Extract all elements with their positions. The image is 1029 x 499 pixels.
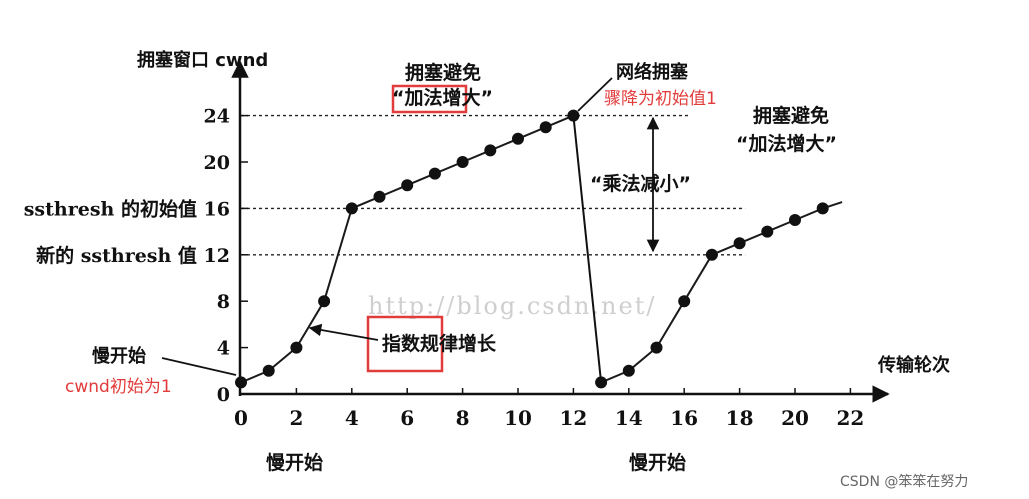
- credit-text: CSDN @笨笨在努力: [840, 474, 968, 490]
- data-point-round-17: [705, 248, 718, 261]
- exponential-arrow: [308, 323, 379, 341]
- slow-start-left-pointer: [161, 357, 237, 376]
- x-tick-label-12: 12: [559, 406, 587, 430]
- data-point-round-4: [345, 202, 358, 215]
- data-point-round-18: [733, 237, 746, 250]
- data-point-round-16: [678, 295, 691, 308]
- multiplicative-decrease-label: “乘法减小”: [590, 172, 691, 195]
- drop-to-initial-label: 骤降为初始值1: [604, 89, 717, 109]
- congestion-avoid-2-line1: 拥塞避免: [753, 104, 829, 127]
- x-ticks: 0 2 4 6 8 10 12 14 16 18 20 22: [234, 388, 864, 430]
- x-tick-label-2: 2: [289, 406, 303, 430]
- congestion-avoid-2-line2: “加法增大”: [736, 132, 837, 155]
- y-tick-label-8: 8: [217, 291, 230, 313]
- data-point-round-1: [262, 364, 275, 377]
- additive-increase-highlight-box: [391, 84, 468, 114]
- drop-line: [572, 115, 603, 383]
- data-point-round-12: [567, 109, 580, 122]
- congestion-avoid-1-line2: “加法增大”: [392, 86, 493, 109]
- congestion-avoid-1-line1: 拥塞避免: [405, 61, 481, 84]
- data-point-round-19: [761, 225, 774, 238]
- y-tick-label-0: 0: [217, 384, 230, 406]
- y-axis-title: 拥塞窗口 cwnd: [137, 49, 268, 71]
- data-point-round-9: [484, 144, 497, 157]
- y-tick-label-12: 新的 ssthresh 值 12: [36, 244, 230, 267]
- series-lines: [240, 114, 843, 384]
- data-point-round-8: [456, 156, 469, 168]
- reference-lines: [241, 114, 746, 256]
- data-point-round-15: [650, 341, 663, 354]
- x-tick-label-22: 22: [836, 406, 864, 430]
- x-tick-label-14: 14: [615, 406, 643, 430]
- x-tick-label-20: 20: [781, 406, 809, 430]
- slow-start-bottom-1-label: 慢开始: [266, 451, 323, 474]
- data-point-round-11: [539, 121, 552, 134]
- network-congestion-pointer: [577, 77, 613, 112]
- data-point-round-6: [401, 179, 414, 192]
- x-tick-label-6: 6: [400, 406, 414, 430]
- y-tick-label-20: 20: [204, 152, 230, 174]
- x-tick-label-10: 10: [504, 406, 532, 430]
- x-axis-title: 传输轮次: [877, 354, 950, 376]
- x-tick-label-8: 8: [456, 406, 470, 430]
- exponential-highlight-box: [366, 315, 444, 373]
- series-points: [235, 109, 829, 389]
- data-point-round-13: [595, 376, 608, 389]
- y-tick-label-24: 24: [204, 106, 230, 128]
- cwnd-initial-label: cwnd初始为1: [65, 377, 172, 397]
- slow-start-bottom-2-label: 慢开始: [629, 451, 686, 474]
- y-tick-label-16: ssthresh 的初始值 16: [24, 197, 230, 220]
- x-tick-label-16: 16: [670, 406, 698, 430]
- data-point-round-0: [235, 376, 247, 389]
- watermark-text: http://blog.csdn.net/: [368, 292, 656, 320]
- data-point-round-3: [318, 295, 331, 308]
- y-ticks: 0 4 8 新的 ssthresh 值 12 ssthresh 的初始值 16 20 24: [24, 106, 248, 406]
- data-point-round-14: [622, 364, 635, 377]
- data-point-round-21: [816, 202, 829, 215]
- x-tick-label-18: 18: [726, 406, 754, 430]
- data-point-round-20: [789, 214, 801, 226]
- x-tick-label-4: 4: [345, 406, 359, 430]
- axes: [231, 60, 890, 403]
- data-point-round-7: [428, 167, 441, 180]
- slow-start-left-label: 慢开始: [92, 345, 146, 367]
- data-point-round-5: [373, 190, 386, 203]
- exponential-label: 指数规律增长: [382, 332, 497, 355]
- network-congestion-label: 网络拥塞: [616, 61, 689, 83]
- y-tick-label-4: 4: [217, 338, 230, 360]
- data-point-round-10: [512, 132, 524, 145]
- data-point-round-2: [290, 341, 303, 354]
- x-tick-label-0: 0: [234, 406, 248, 430]
